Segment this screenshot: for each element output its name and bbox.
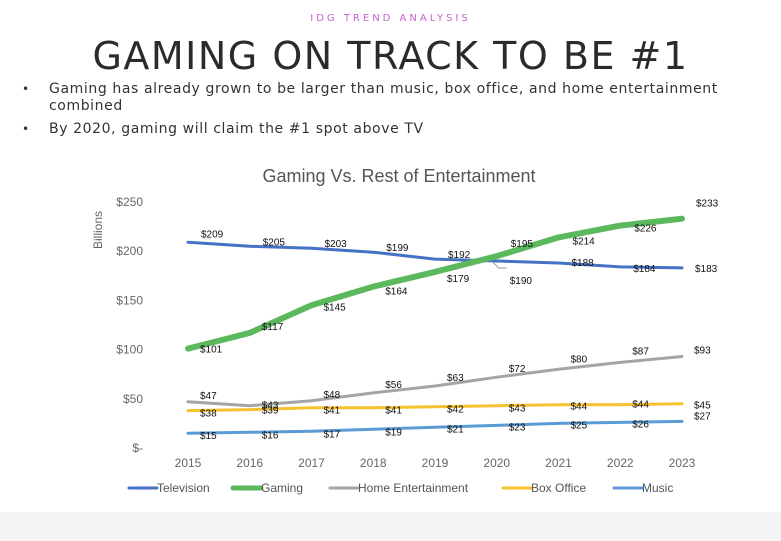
legend-label: Box Office [531, 481, 586, 495]
legend-label: Television [157, 481, 210, 495]
x-tick-label: 2016 [236, 456, 263, 470]
data-label: $48 [324, 390, 341, 401]
legend-label: Gaming [261, 481, 303, 495]
data-label: $203 [325, 239, 348, 250]
data-label: $15 [200, 431, 217, 442]
footer-band [0, 512, 781, 541]
bullet-item: • Gaming has already grown to be larger … [22, 81, 762, 115]
data-label: $41 [324, 406, 341, 417]
x-tick-label: 2022 [607, 456, 634, 470]
data-label: $209 [201, 229, 224, 240]
line-chart: Gaming Vs. Rest of Entertainment Billions… [91, 166, 719, 495]
bullet-text: By 2020, gaming will claim the #1 spot a… [49, 121, 424, 137]
y-tick-label: $150 [116, 293, 143, 307]
x-tick-label: 2015 [175, 456, 202, 470]
data-label: $23 [509, 422, 526, 433]
data-label: $44 [632, 400, 649, 411]
data-label: $164 [385, 287, 408, 298]
data-label: $43 [262, 401, 279, 412]
series-line-home-entertainment [186, 355, 684, 408]
data-label: $27 [694, 411, 711, 422]
data-label: $117 [262, 322, 284, 333]
data-label: $199 [386, 243, 409, 254]
y-tick-label: $- [132, 441, 143, 455]
series-line-television [186, 240, 684, 270]
data-label: $42 [447, 405, 464, 416]
data-label: $80 [571, 354, 588, 365]
data-label: $44 [571, 402, 588, 413]
data-label: $226 [634, 224, 657, 235]
data-label: $38 [200, 409, 217, 420]
data-label: $41 [385, 406, 402, 417]
data-label: $17 [324, 429, 341, 440]
y-tick-label: $200 [116, 244, 143, 258]
data-label: $19 [385, 427, 402, 438]
x-tick-label: 2021 [545, 456, 572, 470]
data-label: $195 [511, 239, 534, 250]
bullet-list: • Gaming has already grown to be larger … [22, 81, 762, 144]
data-label: $101 [200, 345, 223, 356]
data-label: $87 [632, 346, 649, 357]
kicker-text: IDG TREND ANALYSIS [310, 13, 471, 24]
data-label: $205 [263, 237, 286, 248]
data-label: $63 [447, 373, 464, 384]
data-label: $25 [571, 420, 588, 431]
data-label: $145 [324, 302, 347, 313]
data-label: $26 [632, 419, 649, 430]
series-line-music [186, 419, 684, 435]
y-tick-label: $250 [116, 195, 143, 209]
data-label: $190 [510, 276, 533, 287]
data-label: $214 [573, 236, 596, 247]
series-line-box-office [186, 402, 684, 413]
legend-label: Home Entertainment [358, 481, 469, 495]
y-tick-label: $50 [123, 392, 143, 406]
x-tick-label: 2017 [298, 456, 325, 470]
x-tick-label: 2018 [360, 456, 387, 470]
data-label: $47 [200, 391, 217, 402]
bullet-text: Gaming has already grown to be larger th… [49, 81, 718, 114]
data-label: $184 [633, 264, 656, 275]
data-label: $93 [694, 345, 711, 356]
bullet-dot-icon: • [22, 122, 30, 136]
data-label: $188 [572, 258, 595, 269]
x-tick-label: 2023 [669, 456, 696, 470]
data-label: $179 [447, 274, 470, 285]
data-label: $233 [696, 199, 719, 210]
x-tick-label: 2020 [483, 456, 510, 470]
legend-label: Music [642, 481, 673, 495]
data-label: $45 [694, 401, 711, 412]
bullet-dot-icon: • [22, 82, 30, 96]
y-tick-label: $100 [116, 343, 143, 357]
slide-title: GAMING ON TRACK TO BE #1 [92, 34, 689, 78]
data-label: $72 [509, 364, 526, 375]
bullet-item: • By 2020, gaming will claim the #1 spot… [22, 121, 762, 138]
data-label: $21 [447, 424, 464, 435]
data-label-leader-line [492, 261, 507, 269]
data-label: $192 [448, 250, 471, 261]
y-axis-label: Billions [91, 211, 105, 249]
data-label: $183 [695, 264, 718, 275]
data-label: $43 [509, 404, 526, 415]
data-label: $56 [385, 380, 402, 391]
x-tick-label: 2019 [422, 456, 449, 470]
series-line-gaming [185, 215, 685, 352]
data-label: $16 [262, 430, 279, 441]
chart-title: Gaming Vs. Rest of Entertainment [262, 166, 535, 186]
data-label: $39 [262, 406, 279, 417]
